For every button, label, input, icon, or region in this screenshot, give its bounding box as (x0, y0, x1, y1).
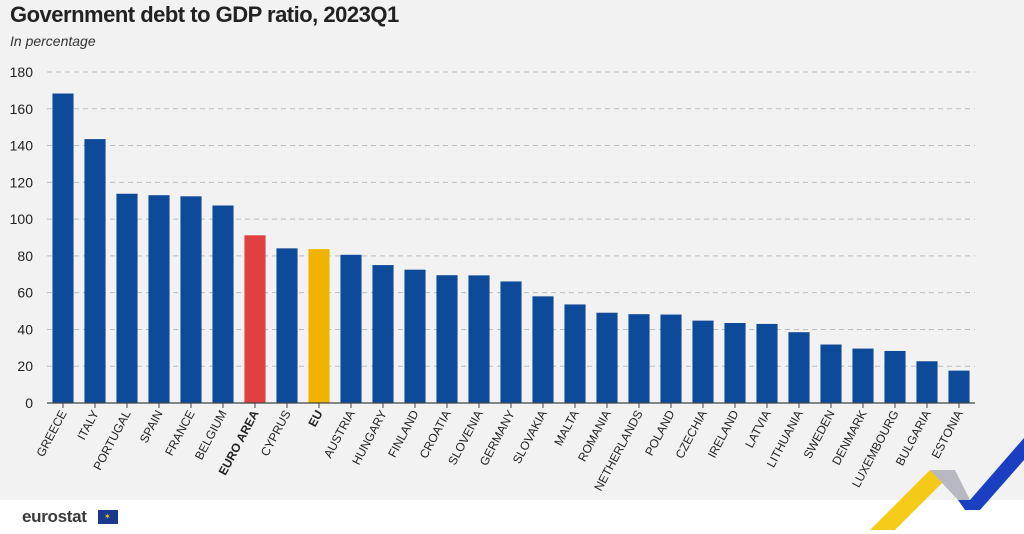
footer (0, 500, 1024, 534)
y-tick-label: 180 (10, 64, 34, 80)
x-tick-label: SWEDEN (801, 408, 838, 461)
bar-latvia (756, 323, 778, 403)
x-tick-label: AUSTRIA (321, 408, 358, 460)
y-tick-label: 60 (17, 285, 33, 301)
bar-luxembourg (884, 350, 906, 403)
bar-sweden (820, 344, 842, 403)
y-tick-label: 20 (17, 358, 33, 374)
x-tick-label: EU (305, 408, 325, 429)
x-tick-label: CROATIA (417, 408, 454, 461)
bar-lithuania (788, 332, 810, 403)
y-axis-ticks: 0 20 40 60 80 100 120 140 160 180 (10, 64, 34, 411)
x-tick-label: ITALY (74, 408, 101, 442)
bar-hungary (372, 265, 394, 403)
x-tick-label: MALTA (551, 408, 581, 448)
y-tick-label: 0 (25, 395, 33, 411)
x-tick-label: FINLAND (385, 408, 422, 460)
bar-euro-area (244, 235, 266, 403)
bar-slovenia (468, 275, 490, 403)
bar-belgium (212, 205, 234, 403)
bar-poland (660, 314, 682, 403)
x-tick-label: GREECE (33, 408, 69, 459)
y-tick-label: 40 (17, 321, 33, 337)
x-tick-label: SPAIN (137, 408, 166, 446)
x-tick-label: FRANCE (162, 408, 198, 458)
eu-flag-icon: ✶ (98, 510, 118, 524)
bar-czechia (692, 320, 714, 403)
x-tick-label: CZECHIA (673, 408, 710, 461)
y-tick-label: 100 (10, 211, 34, 227)
y-tick-label: 140 (10, 138, 34, 154)
bar-malta (564, 304, 586, 403)
bar-italy (84, 139, 106, 403)
bar-portugal (116, 193, 138, 403)
bar-spain (148, 195, 170, 403)
y-tick-label: 120 (10, 174, 34, 190)
bar-bulgaria (916, 361, 938, 403)
chart-title: Government debt to GDP ratio, 2023Q1 (10, 2, 399, 27)
bar-greece (52, 93, 74, 403)
bar-netherlands (628, 314, 650, 403)
x-tick-label: IRELAND (705, 408, 742, 461)
eurostat-logo: eurostat (22, 507, 87, 526)
bar-croatia (436, 275, 458, 403)
bar-romania (596, 312, 618, 403)
eurostat-brand-mark-icon (870, 438, 1024, 530)
y-tick-label: 160 (10, 101, 34, 117)
chart-panel (0, 0, 1024, 500)
x-tick-label: LATVIA (742, 408, 773, 450)
bar-cyprus (276, 248, 298, 403)
x-tick-label: CYPRUS (258, 408, 294, 459)
bar-eu (308, 249, 330, 403)
bar-austria (340, 254, 362, 403)
bar-chart: 0 20 40 60 80 100 120 140 160 180 GREECE ITALYPORT… (10, 64, 975, 493)
chart-subtitle: In percentage (10, 33, 96, 49)
bar-finland (404, 269, 426, 403)
bar-denmark (852, 348, 874, 403)
bar-ireland (724, 323, 746, 403)
y-tick-label: 80 (17, 248, 33, 264)
bar-slovakia (532, 296, 554, 403)
bar-estonia (948, 370, 970, 403)
bar-germany (500, 281, 522, 403)
bars (52, 93, 970, 403)
x-tick-label: POLAND (642, 408, 678, 458)
bar-france (180, 196, 202, 403)
